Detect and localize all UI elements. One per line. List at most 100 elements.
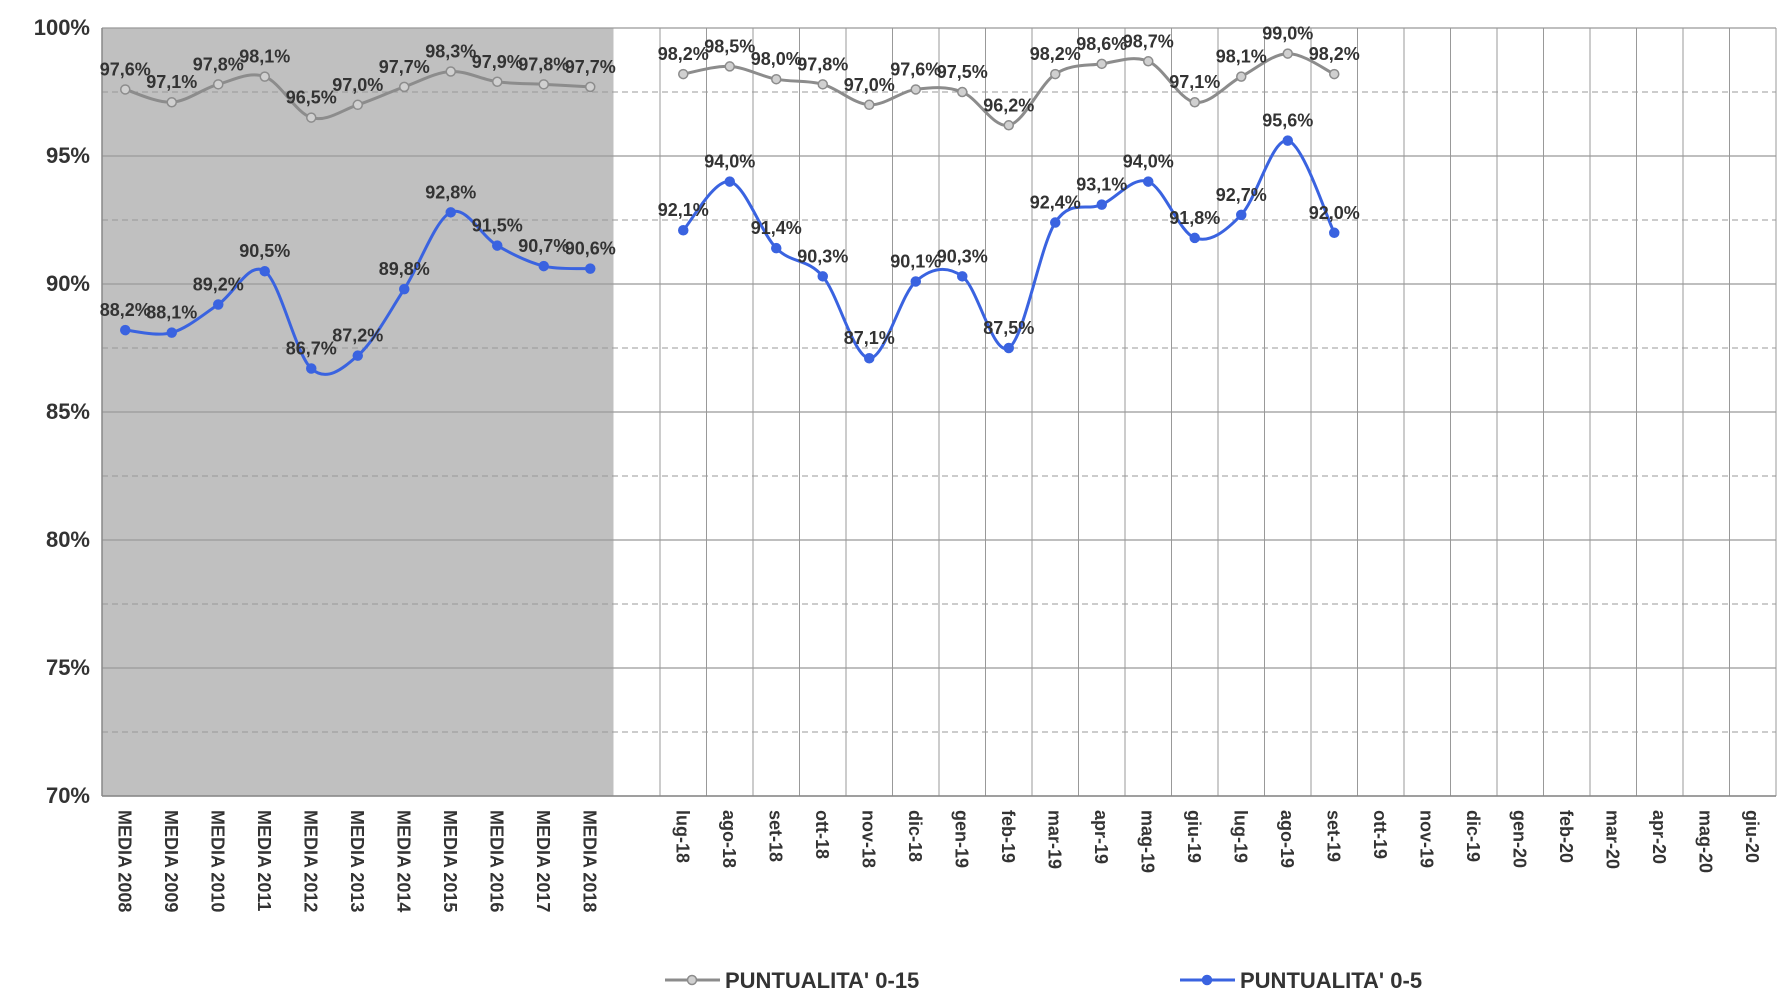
point: [1236, 209, 1247, 221]
point: [538, 260, 549, 272]
x-tick-label: mar-19: [1044, 810, 1064, 869]
point: [213, 79, 224, 90]
data-label: 97,6%: [890, 59, 941, 79]
data-label: 98,3%: [425, 42, 476, 62]
data-label: 91,5%: [472, 216, 523, 236]
data-label: 90,5%: [239, 241, 290, 261]
data-label: 94,0%: [704, 152, 755, 172]
x-tick-label: mag-19: [1137, 810, 1157, 873]
x-tick-label: feb-20: [1556, 810, 1576, 863]
y-tick-label: 90%: [46, 271, 90, 296]
x-tick-label: dic-18: [905, 810, 925, 862]
x-tick-label: lug-19: [1230, 810, 1250, 863]
x-tick-label: feb-19: [998, 810, 1018, 863]
x-tick-label: set-19: [1323, 810, 1343, 862]
data-label: 97,0%: [332, 75, 383, 95]
data-label: 98,5%: [704, 36, 755, 56]
point: [492, 240, 503, 251]
data-label: 98,2%: [1030, 44, 1081, 64]
data-label: 97,6%: [100, 59, 151, 79]
point: [1189, 96, 1200, 108]
y-tick-label: 95%: [46, 143, 90, 168]
x-tick-label: MEDIA 2015: [440, 810, 460, 912]
data-label: 91,8%: [1169, 208, 1220, 228]
data-label: 97,1%: [1169, 72, 1220, 92]
point: [585, 81, 596, 93]
data-label: 98,1%: [1216, 47, 1267, 67]
x-tick-label: nov-19: [1416, 810, 1436, 868]
data-label: 97,0%: [844, 75, 895, 95]
point: [399, 81, 410, 93]
x-tick-label: MEDIA 2014: [393, 810, 413, 912]
point: [957, 86, 968, 98]
point: [166, 327, 177, 338]
y-tick-label: 70%: [46, 783, 90, 808]
point: [957, 271, 968, 282]
y-tick-label: 85%: [46, 399, 90, 424]
y-tick-label: 75%: [46, 655, 90, 680]
data-label: 91,4%: [751, 218, 802, 238]
x-tick-label: lug-18: [672, 810, 692, 863]
x-tick-label: MEDIA 2018: [579, 810, 599, 912]
data-label: 98,0%: [751, 49, 802, 69]
point: [1236, 71, 1247, 82]
y-tick-label: 100%: [34, 15, 90, 40]
x-tick-label: MEDIA 2008: [114, 810, 134, 912]
x-tick-label: apr-20: [1649, 810, 1669, 864]
legend-marker: [686, 974, 698, 986]
data-label: 92,4%: [1030, 193, 1081, 213]
data-label: 90,3%: [797, 246, 848, 266]
data-label: 96,2%: [983, 95, 1034, 115]
x-tick-label: MEDIA 2011: [254, 810, 274, 911]
point: [724, 176, 735, 187]
data-label: 97,1%: [146, 72, 197, 92]
data-label: 97,9%: [472, 52, 523, 72]
point: [1282, 48, 1293, 59]
point: [585, 263, 596, 274]
data-label: 98,7%: [1123, 31, 1174, 51]
x-tick-label: set-18: [765, 810, 785, 862]
point: [352, 350, 363, 361]
data-label: 97,7%: [565, 57, 616, 77]
point: [120, 324, 131, 336]
point: [1096, 199, 1107, 210]
point: [817, 79, 828, 90]
data-label: 94,0%: [1123, 152, 1174, 172]
x-tick-label: giu-20: [1742, 810, 1762, 863]
data-label: 98,2%: [1309, 44, 1360, 64]
data-label: 89,8%: [379, 259, 430, 279]
point: [1329, 68, 1340, 80]
point: [1050, 68, 1061, 80]
data-label: 97,5%: [937, 62, 988, 82]
point: [678, 68, 689, 80]
point: [352, 99, 363, 111]
point: [306, 112, 317, 123]
point: [1143, 176, 1154, 187]
data-label: 92,1%: [658, 200, 709, 220]
x-tick-label: mag-20: [1695, 810, 1715, 873]
point: [817, 271, 828, 282]
data-label: 87,5%: [983, 318, 1034, 338]
point: [166, 96, 177, 108]
x-tick-label: ott-19: [1370, 810, 1390, 859]
x-tick-label: mar-20: [1602, 810, 1622, 869]
legend-label: PUNTUALITA' 0-15: [725, 968, 919, 993]
x-tick-label: MEDIA 2017: [533, 810, 553, 912]
y-tick-label: 80%: [46, 527, 90, 552]
data-label: 90,7%: [518, 236, 569, 256]
point: [771, 73, 782, 85]
x-tick-label: MEDIA 2016: [486, 810, 506, 912]
point: [213, 299, 224, 310]
data-label: 98,2%: [658, 44, 709, 64]
point: [492, 76, 503, 88]
x-tick-label: apr-19: [1091, 810, 1111, 864]
point: [864, 99, 875, 111]
point: [445, 207, 456, 218]
data-label: 90,1%: [890, 251, 941, 271]
data-label: 96,5%: [286, 88, 337, 108]
point: [445, 66, 456, 77]
x-tick-label: gen-19: [951, 810, 971, 868]
x-tick-label: gen-20: [1509, 810, 1529, 868]
x-tick-label: ago-18: [719, 810, 739, 868]
data-label: 97,7%: [379, 57, 430, 77]
